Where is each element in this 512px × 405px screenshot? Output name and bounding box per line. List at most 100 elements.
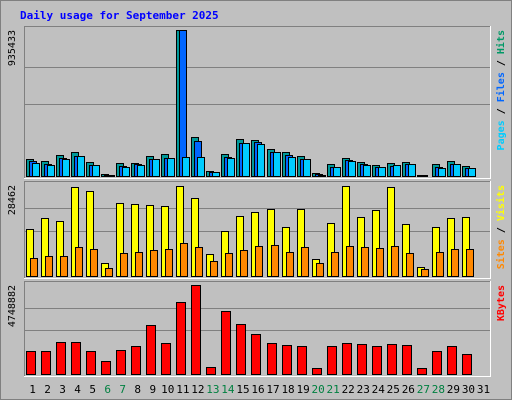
axis-max-label: 4748882 — [7, 285, 18, 327]
bar — [41, 351, 51, 375]
bar — [301, 247, 309, 277]
bar — [361, 247, 369, 277]
bar — [137, 165, 145, 177]
bar — [251, 334, 261, 375]
bar — [333, 167, 341, 177]
bar — [273, 152, 281, 177]
bar — [420, 175, 428, 177]
bar — [318, 175, 326, 177]
panel-legend: Sites / Visits — [495, 185, 507, 269]
bar — [116, 350, 126, 375]
day-label: 20 — [312, 383, 325, 396]
legend-entry: / — [496, 54, 507, 72]
bar — [363, 165, 371, 177]
bar — [75, 247, 83, 277]
day-label: 30 — [462, 383, 475, 396]
panel-legend: KBytes — [496, 285, 507, 321]
panel-legend: Pages / Files / Hits — [495, 30, 507, 150]
day-label: 31 — [477, 383, 490, 396]
bar — [167, 158, 175, 177]
bar — [372, 346, 382, 375]
bar — [331, 252, 339, 277]
bar — [62, 159, 70, 177]
day-label: 3 — [59, 383, 66, 396]
series-kbytes — [26, 285, 472, 375]
bar — [240, 250, 248, 277]
bar — [451, 249, 459, 277]
bar — [288, 157, 296, 177]
legend-entry: Files — [495, 72, 507, 102]
bar — [30, 258, 38, 277]
bar — [342, 343, 352, 375]
bar — [77, 156, 85, 177]
panel-visits: 28462 Sites / Visits — [7, 181, 507, 279]
bar — [357, 344, 367, 375]
bar — [206, 367, 216, 375]
bar — [438, 168, 446, 177]
bar — [376, 248, 384, 277]
bar — [286, 252, 294, 277]
bar — [271, 245, 279, 277]
day-label: 19 — [296, 383, 309, 396]
day-label: 27 — [417, 383, 430, 396]
legend-entry: KBytes — [496, 285, 507, 321]
bar — [466, 249, 474, 277]
bar — [402, 345, 412, 375]
bar — [191, 285, 201, 375]
chart-title: Daily usage for September 2025 — [20, 9, 219, 22]
day-label: 16 — [251, 383, 264, 396]
bar — [421, 269, 429, 277]
bar — [176, 302, 186, 375]
bar — [212, 172, 220, 177]
bar — [135, 252, 143, 277]
bar — [391, 246, 399, 277]
bar — [453, 164, 461, 177]
day-label: 2 — [44, 383, 51, 396]
day-label: 13 — [206, 383, 219, 396]
bar — [47, 165, 55, 177]
bar — [387, 344, 397, 375]
bar — [146, 325, 156, 375]
day-label: 5 — [89, 383, 96, 396]
day-label: 28 — [432, 383, 445, 396]
bar — [348, 161, 356, 177]
bar — [182, 157, 190, 177]
day-label: 12 — [191, 383, 204, 396]
bar — [303, 159, 311, 177]
bar — [282, 345, 292, 375]
bar — [150, 250, 158, 277]
bar — [161, 343, 171, 375]
bar — [436, 252, 444, 277]
bar — [90, 249, 98, 277]
bar — [180, 243, 188, 277]
bar — [122, 167, 130, 177]
bar — [107, 175, 115, 177]
bar — [227, 158, 235, 177]
bar — [432, 351, 442, 375]
day-label: 4 — [74, 383, 81, 396]
day-label: 25 — [387, 383, 400, 396]
day-label: 9 — [149, 383, 156, 396]
panels: 935433 Pages / Files / Hits 28462 Sites / V… — [7, 26, 507, 377]
bar — [378, 167, 386, 177]
day-label: 7 — [119, 383, 126, 396]
bar — [417, 368, 427, 375]
bar — [393, 165, 401, 177]
series-pages — [32, 143, 476, 177]
day-label: 14 — [221, 383, 235, 396]
day-label: 26 — [402, 383, 415, 396]
legend-entry: Sites — [495, 239, 507, 269]
bar — [32, 163, 40, 177]
bar — [86, 351, 96, 375]
bar — [327, 346, 337, 375]
bar — [255, 246, 263, 277]
bar — [447, 346, 457, 375]
series-sites — [30, 243, 474, 277]
bar — [56, 342, 66, 375]
legend-entry: Pages — [496, 120, 507, 150]
day-label: 6 — [104, 383, 111, 396]
legend-entry: / — [496, 221, 507, 239]
legend-entry: Visits — [495, 185, 507, 221]
day-label: 24 — [372, 383, 386, 396]
